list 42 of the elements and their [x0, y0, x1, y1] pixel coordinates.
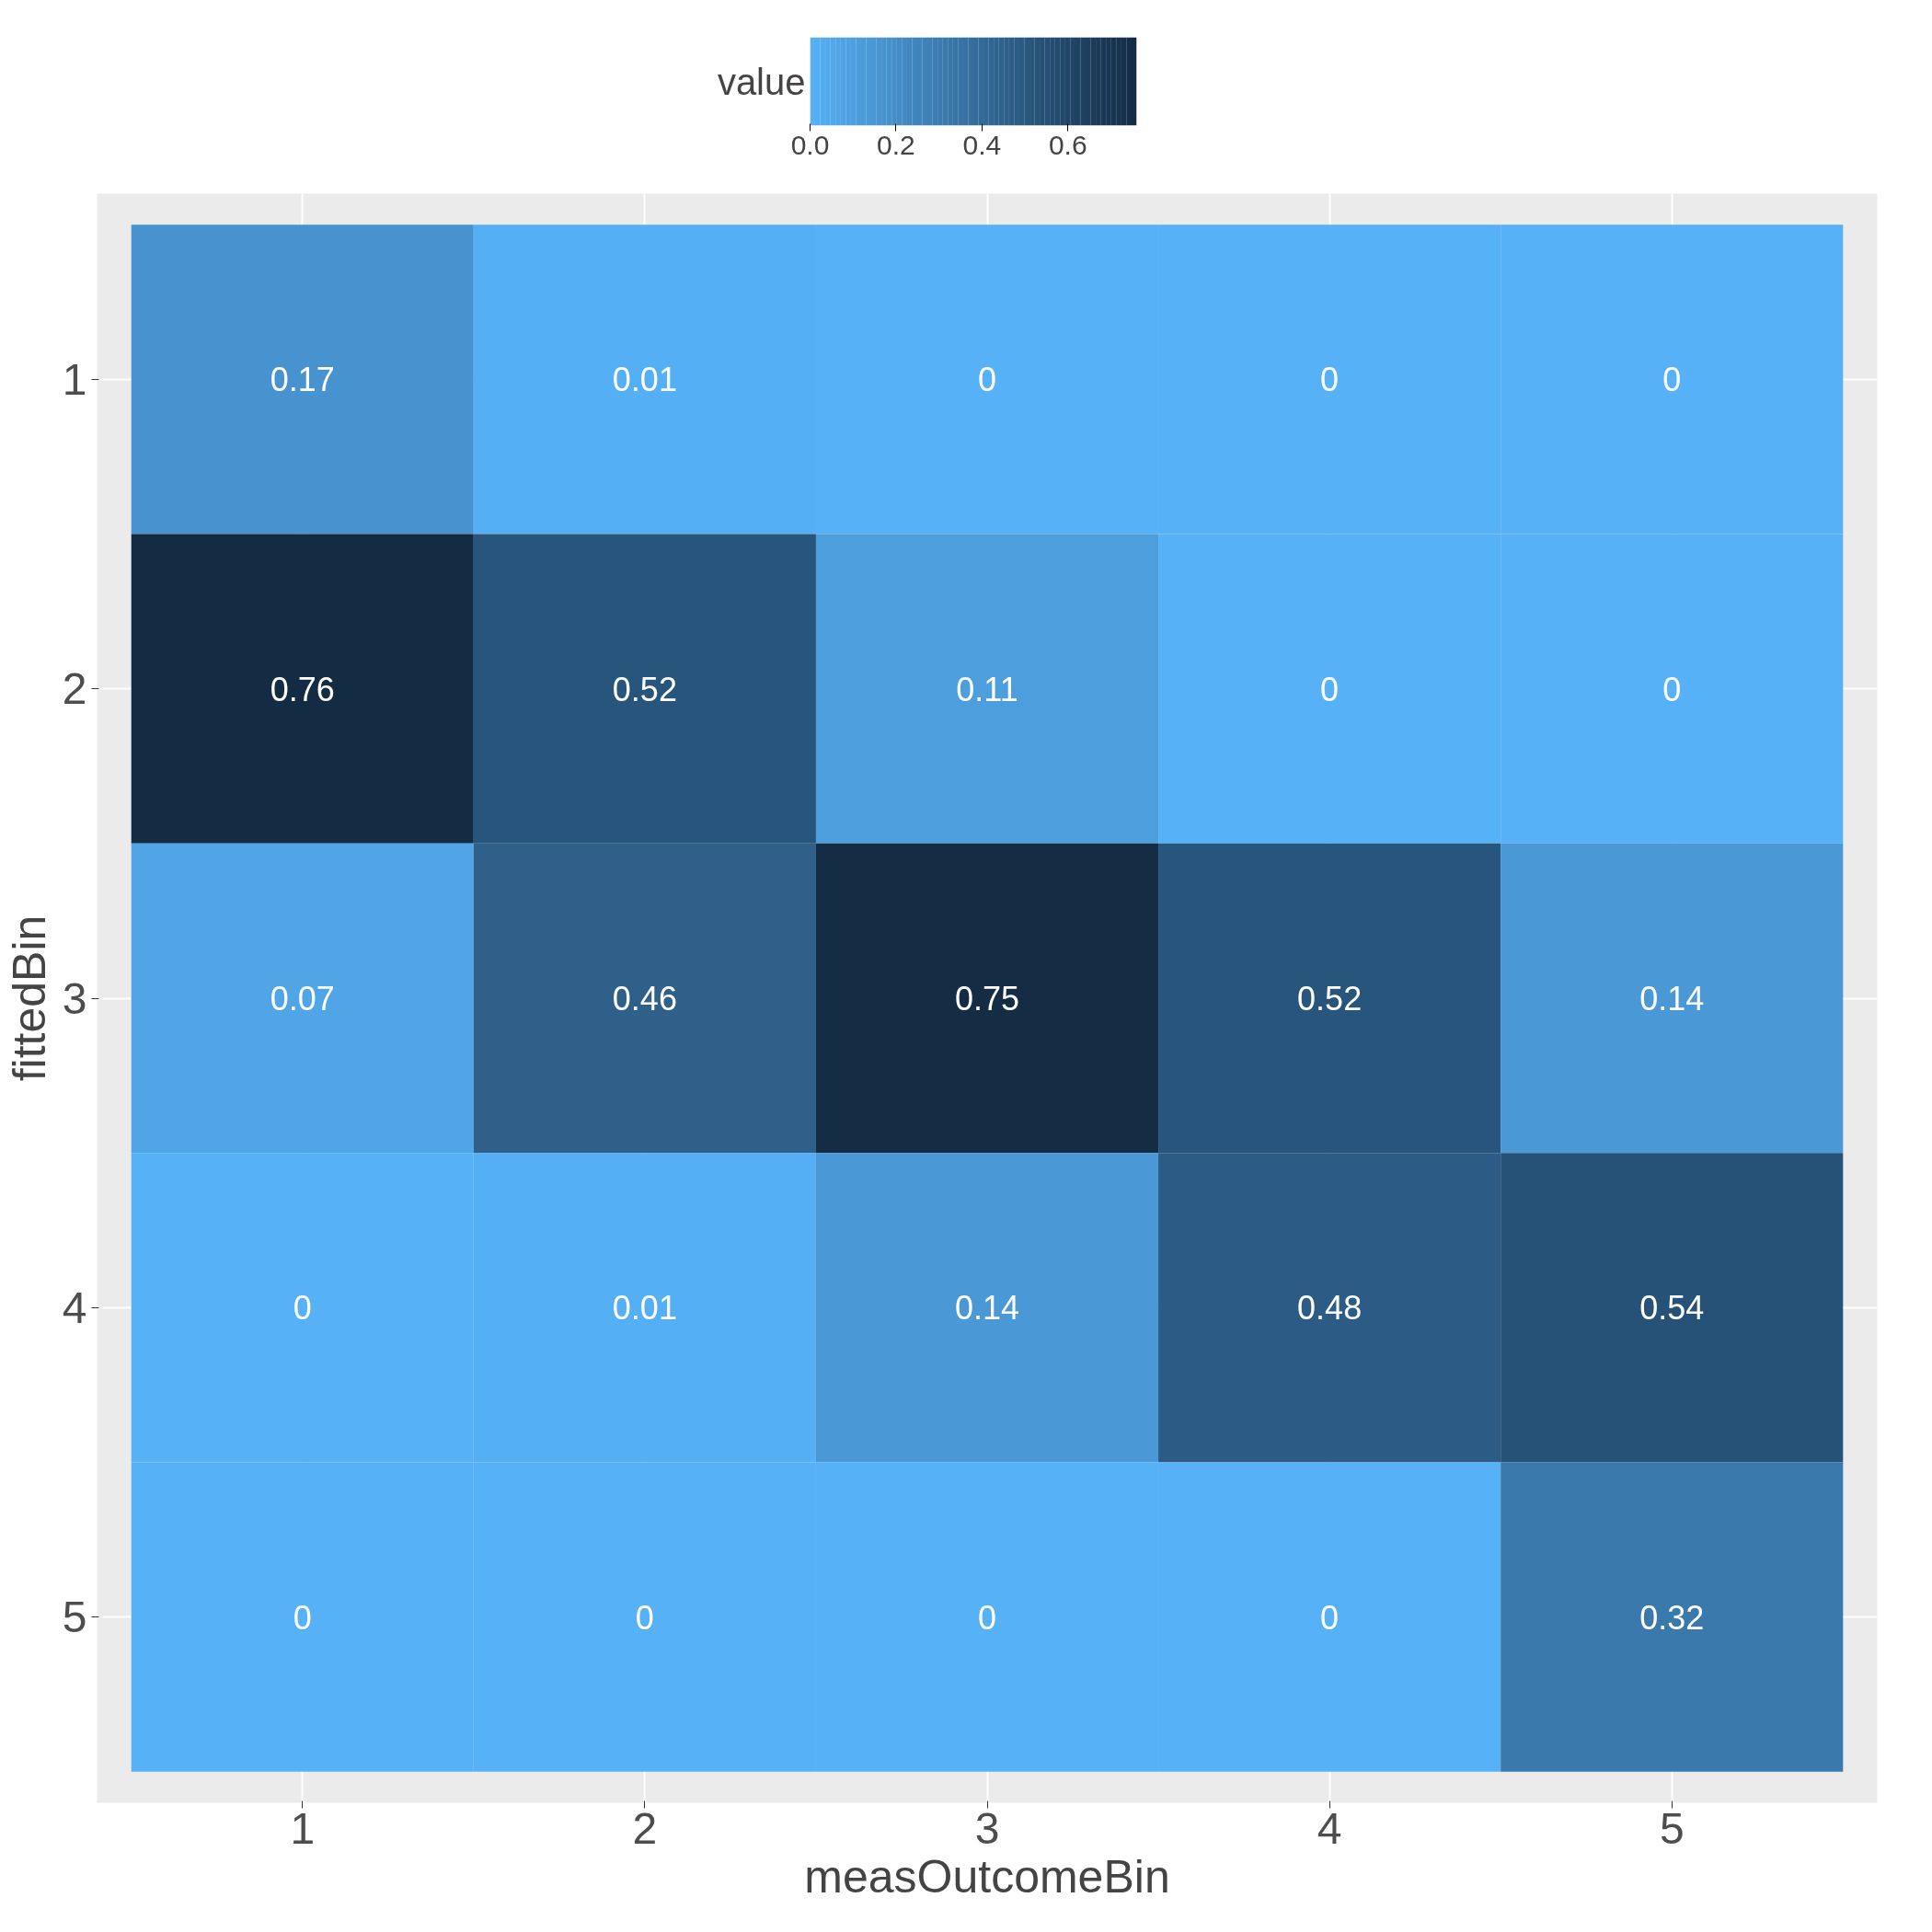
color-bar-label: 0.0: [790, 129, 830, 160]
y-tick-label: 3: [62, 973, 87, 1023]
x-tick-label: 3: [974, 1803, 1000, 1853]
data-label: 0.52: [612, 670, 677, 708]
data-label: 0.17: [270, 361, 335, 399]
color-bar-label: 0.2: [877, 129, 915, 160]
y-tick-label: 4: [62, 1282, 87, 1332]
data-label: 0.11: [956, 670, 1018, 708]
color-bar-title: value: [717, 61, 806, 102]
data-label: 0: [1320, 1598, 1340, 1637]
x-axis-title: measOutcomeBin: [804, 1850, 1170, 1903]
data-label: 0.32: [1639, 1598, 1705, 1637]
x-tick-label: 5: [1659, 1803, 1685, 1853]
data-label: 0.01: [612, 1289, 677, 1328]
color-bar-label: 0.6: [1048, 129, 1087, 160]
data-label: 0: [1662, 361, 1682, 399]
data-label: 0.52: [1297, 980, 1363, 1018]
data-label: 0.01: [612, 361, 677, 399]
y-tick-label: 1: [62, 354, 87, 404]
data-label: 0.76: [270, 670, 335, 708]
data-label: 0: [1662, 670, 1682, 708]
x-tick-label: 1: [290, 1803, 316, 1853]
data-label: 0.07: [270, 980, 335, 1018]
data-label: 0.14: [1639, 980, 1705, 1018]
data-label: 0: [1320, 670, 1340, 708]
data-label: 0: [1320, 361, 1340, 399]
data-label: 0.48: [1297, 1289, 1363, 1328]
data-label: 0.14: [954, 1289, 1020, 1328]
data-label: 0.54: [1639, 1289, 1705, 1328]
data-label: 0: [977, 361, 997, 399]
y-tick-label: 5: [62, 1593, 87, 1642]
data-label: 0: [293, 1289, 312, 1328]
data-label: 0.46: [612, 980, 677, 1018]
y-axis-title: fittedBin: [3, 914, 55, 1082]
x-tick-label: 4: [1317, 1803, 1342, 1853]
x-tick-label: 2: [632, 1803, 658, 1853]
data-label: 0: [977, 1598, 997, 1637]
data-label: 0: [293, 1598, 312, 1637]
y-tick-label: 2: [62, 664, 87, 714]
color-bar-label: 0.4: [962, 129, 1002, 160]
data-label: 0.75: [954, 980, 1020, 1018]
data-label: 0: [635, 1598, 654, 1637]
